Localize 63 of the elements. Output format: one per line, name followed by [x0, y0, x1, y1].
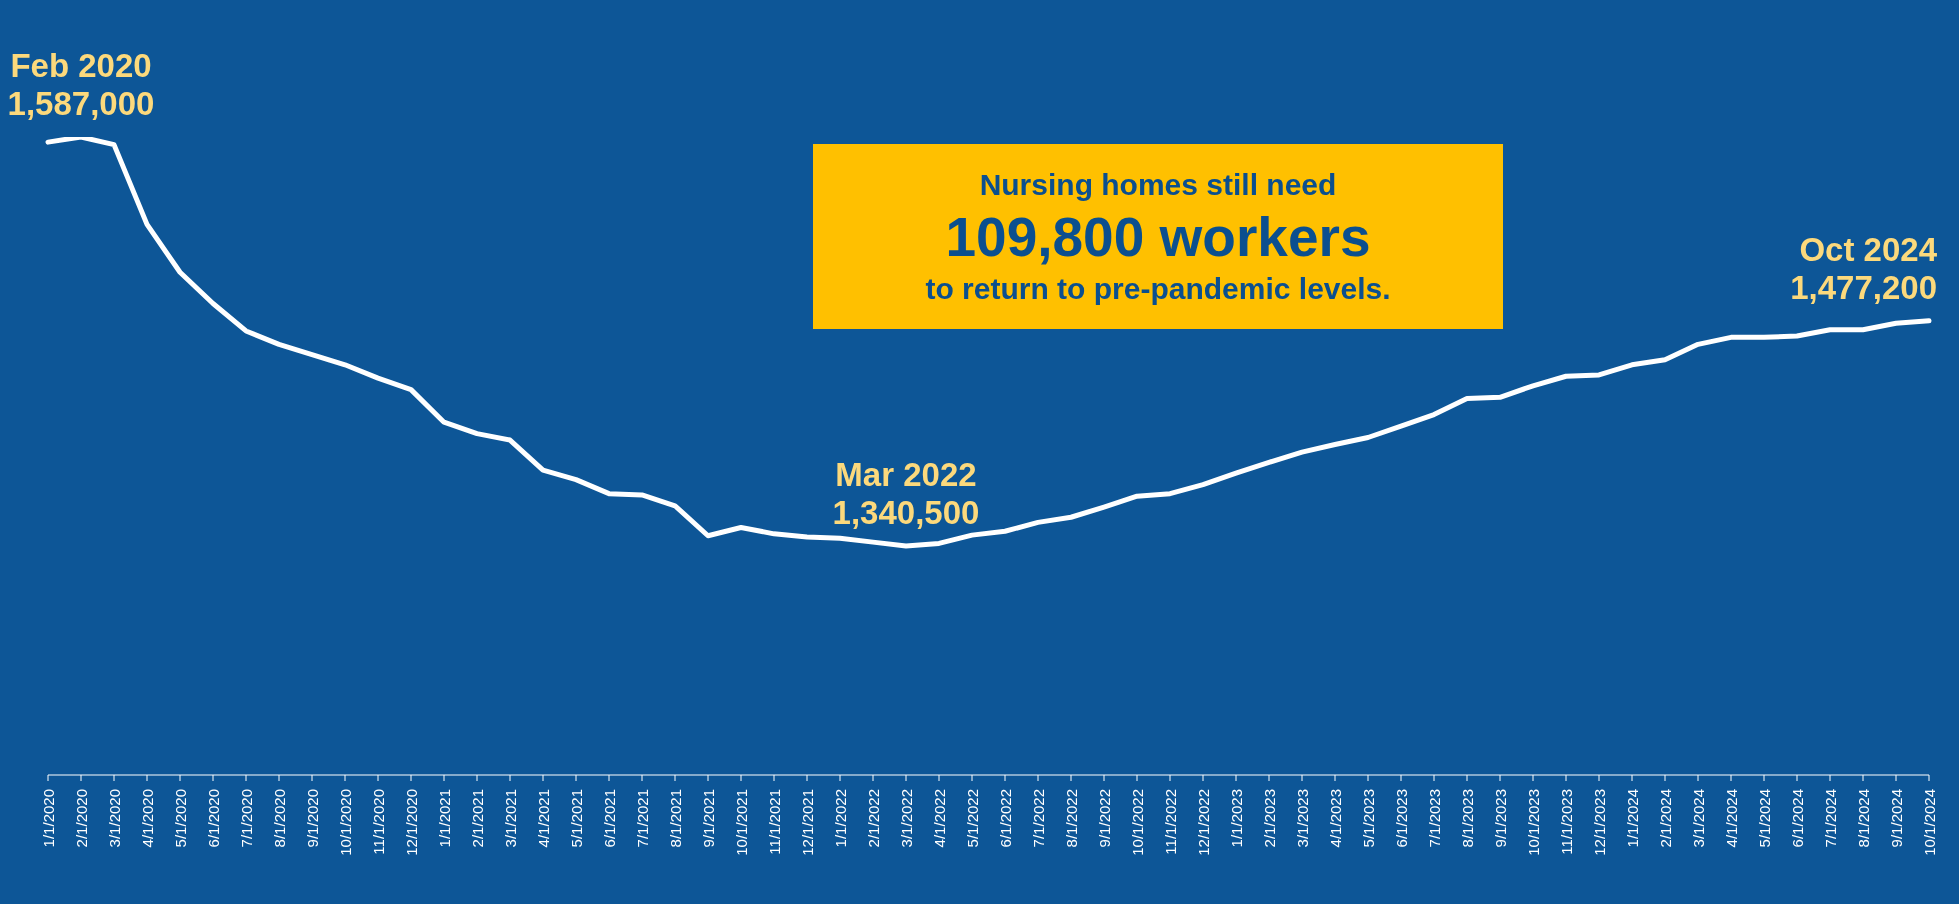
x-tick-label: 1/1/2021: [435, 789, 453, 848]
x-tick-label: 1/1/2022: [831, 789, 849, 848]
x-tick-label: 7/1/2024: [1821, 789, 1839, 848]
x-tick-label: 12/1/2023: [1590, 789, 1608, 856]
x-tick-label: 8/1/2022: [1062, 789, 1080, 848]
x-tick-label: 8/1/2020: [270, 789, 288, 848]
x-tick-label: 7/1/2022: [1029, 789, 1047, 848]
x-tick-label: 4/1/2024: [1722, 789, 1740, 848]
x-tick-label: 10/1/2021: [732, 789, 750, 856]
x-tick-label: 3/1/2021: [501, 789, 519, 848]
x-tick-label: 3/1/2020: [105, 789, 123, 848]
x-tick-label: 9/1/2020: [303, 789, 321, 848]
x-tick-label: 4/1/2022: [930, 789, 948, 848]
x-tick-label: 11/1/2023: [1557, 789, 1575, 855]
x-tick-label: 9/1/2021: [699, 789, 717, 848]
annotation: Oct 2024 1,477,200: [1790, 230, 1938, 306]
x-tick-label: 4/1/2020: [138, 789, 156, 848]
x-tick-label: 7/1/2021: [633, 789, 651, 848]
x-tick-label: 10/1/2024: [1920, 789, 1938, 856]
x-tick-label: 8/1/2021: [666, 789, 684, 848]
x-tick-label: 6/1/2023: [1392, 789, 1410, 848]
x-tick-label: 12/1/2020: [402, 789, 420, 856]
x-tick-label: 10/1/2020: [336, 789, 354, 856]
annotation: Nursing homes still need 109,800 workers to return to pre-pandemic levels.: [924, 166, 1392, 307]
x-tick-label: 5/1/2022: [963, 789, 981, 848]
x-tick-label: 9/1/2022: [1095, 789, 1113, 848]
x-tick-label: 4/1/2021: [534, 789, 552, 848]
x-tick-label: 1/1/2024: [1623, 789, 1641, 848]
x-tick-label: 2/1/2022: [864, 789, 882, 848]
x-tick-label: 1/1/2023: [1227, 789, 1245, 848]
annotation: Mar 2022 1,340,500: [832, 455, 980, 531]
x-tick-label: 7/1/2020: [237, 789, 255, 848]
x-tick-label: 5/1/2024: [1755, 789, 1773, 848]
x-tick-label: 12/1/2021: [798, 789, 816, 856]
x-tick-label: 12/1/2022: [1194, 789, 1212, 856]
x-tick-label: 6/1/2024: [1788, 789, 1806, 848]
callout-box: Nursing homes still need 109,800 workers to return to pre-pandemic levels.: [813, 144, 1503, 329]
x-tick-label: 11/1/2022: [1161, 789, 1179, 855]
x-tick-label: 2/1/2024: [1656, 789, 1674, 848]
x-tick-label: 5/1/2020: [171, 789, 189, 848]
x-tick-label: 5/1/2021: [567, 789, 585, 848]
x-tick-label: 3/1/2024: [1689, 789, 1707, 848]
x-tick-label: 11/1/2021: [765, 789, 783, 855]
x-tick-label: 2/1/2023: [1260, 789, 1278, 848]
x-tick-label: 11/1/2020: [369, 789, 387, 855]
x-tick-label: 9/1/2023: [1491, 789, 1509, 848]
x-tick-label: 3/1/2023: [1293, 789, 1311, 848]
x-tick-label: 8/1/2023: [1458, 789, 1476, 848]
x-tick-label: 1/1/2020: [39, 789, 57, 848]
x-tick-label: 9/1/2024: [1887, 789, 1905, 848]
x-tick-label: 5/1/2023: [1359, 789, 1377, 848]
x-tick-label: 2/1/2021: [468, 789, 486, 848]
x-tick-label: 10/1/2023: [1524, 789, 1542, 856]
x-tick-label: 3/1/2022: [897, 789, 915, 848]
annotation: Feb 2020 1,587,000: [7, 47, 155, 122]
x-tick-label: 6/1/2022: [996, 789, 1014, 848]
x-tick-label: 10/1/2022: [1128, 789, 1146, 856]
x-tick-label: 2/1/2020: [72, 789, 90, 848]
x-tick-label: 7/1/2023: [1425, 789, 1443, 848]
x-tick-label: 6/1/2021: [600, 789, 618, 848]
x-tick-label: 6/1/2020: [204, 789, 222, 848]
x-tick-label: 4/1/2023: [1326, 789, 1344, 848]
x-tick-label: 8/1/2024: [1854, 789, 1872, 848]
